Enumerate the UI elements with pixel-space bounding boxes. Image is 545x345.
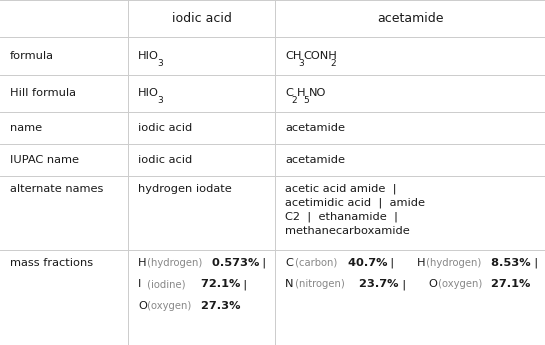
Text: acetamide: acetamide xyxy=(285,155,345,165)
Text: 2: 2 xyxy=(330,59,336,68)
Text: 27.1%: 27.1% xyxy=(487,279,530,289)
Text: H: H xyxy=(416,258,425,268)
Text: HIO: HIO xyxy=(138,51,159,61)
Text: O: O xyxy=(428,279,437,289)
Text: iodic acid: iodic acid xyxy=(172,12,232,25)
Text: hydrogen iodate: hydrogen iodate xyxy=(138,184,232,194)
Text: C: C xyxy=(285,88,293,98)
Text: (hydrogen): (hydrogen) xyxy=(144,258,203,268)
Text: iodic acid: iodic acid xyxy=(138,155,192,165)
Text: O: O xyxy=(138,301,147,311)
Text: acetamide: acetamide xyxy=(285,123,345,133)
Text: CONH: CONH xyxy=(304,51,337,61)
Text: HIO: HIO xyxy=(138,88,159,98)
Text: I: I xyxy=(138,279,141,289)
Text: Hill formula: Hill formula xyxy=(10,88,76,98)
Text: 3: 3 xyxy=(158,96,164,105)
Text: |: | xyxy=(255,258,273,268)
Text: |: | xyxy=(237,279,255,290)
Text: (nitrogen): (nitrogen) xyxy=(292,279,344,289)
Text: NO: NO xyxy=(308,88,326,98)
Text: 40.7%: 40.7% xyxy=(344,258,387,268)
Text: (hydrogen): (hydrogen) xyxy=(423,258,481,268)
Text: CH: CH xyxy=(285,51,301,61)
Text: N: N xyxy=(285,279,294,289)
Text: formula: formula xyxy=(10,51,54,61)
Text: (oxygen): (oxygen) xyxy=(144,301,192,311)
Text: H: H xyxy=(297,88,306,98)
Text: |: | xyxy=(395,279,414,290)
Text: IUPAC name: IUPAC name xyxy=(10,155,79,165)
Text: C: C xyxy=(285,258,293,268)
Text: 5: 5 xyxy=(304,96,309,105)
Text: 0.573%: 0.573% xyxy=(208,258,259,268)
Text: acetamide: acetamide xyxy=(377,12,444,25)
Text: (carbon): (carbon) xyxy=(292,258,337,268)
Text: H: H xyxy=(138,258,147,268)
Text: 8.53%: 8.53% xyxy=(487,258,530,268)
Text: iodic acid: iodic acid xyxy=(138,123,192,133)
Text: 27.3%: 27.3% xyxy=(197,301,240,311)
Text: 72.1%: 72.1% xyxy=(197,279,240,289)
Text: 3: 3 xyxy=(298,59,304,68)
Text: (oxygen): (oxygen) xyxy=(435,279,482,289)
Text: mass fractions: mass fractions xyxy=(10,258,93,268)
Text: name: name xyxy=(10,123,42,133)
Text: 2: 2 xyxy=(292,96,297,105)
Text: alternate names: alternate names xyxy=(10,184,103,194)
Text: |: | xyxy=(384,258,402,268)
Text: acetic acid amide  |
acetimidic acid  |  amide
C2  |  ethanamide  |
methanecarbo: acetic acid amide | acetimidic acid | am… xyxy=(285,184,425,236)
Text: 3: 3 xyxy=(158,59,164,68)
Text: 23.7%: 23.7% xyxy=(355,279,399,289)
Text: |: | xyxy=(526,258,545,268)
Text: (iodine): (iodine) xyxy=(144,279,186,289)
